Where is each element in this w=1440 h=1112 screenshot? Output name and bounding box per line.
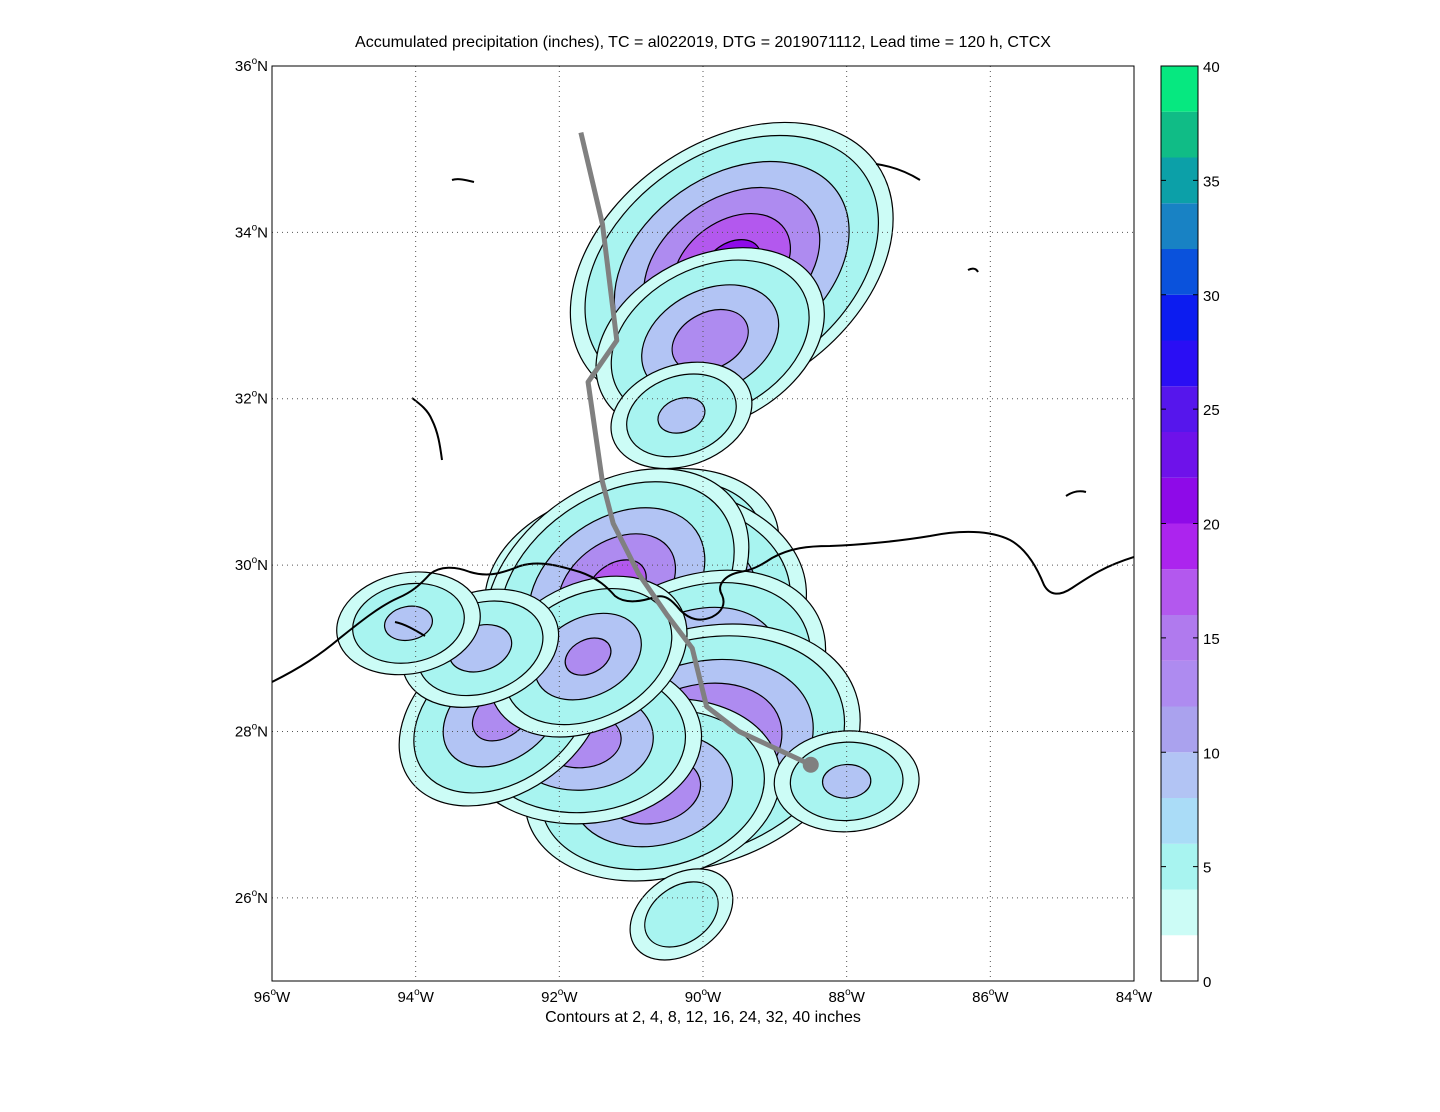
longitude-tick-label: 84oW <box>1116 987 1153 1006</box>
precip-contour <box>671 308 749 373</box>
precip-cell <box>629 868 734 961</box>
longitude-tick-label: 92oW <box>541 987 578 1006</box>
latitude-tick-labels: 26oN 28oN 30oN 32oN 34oN 36oN <box>235 56 268 907</box>
colorbar-tick-label: 10 <box>1203 745 1220 762</box>
latitude-tick-label: 28oN <box>235 721 268 740</box>
colorbar-band <box>1161 157 1198 204</box>
colorbar-band <box>1161 843 1198 890</box>
longitude-tick-labels: 96oW 94oW 92oW 90oW 88oW 86oW 84oW <box>254 987 1153 1006</box>
colorbar-tick-label: 35 <box>1203 173 1220 190</box>
latitude-tick-label: 36oN <box>235 56 268 75</box>
longitude-tick-label: 96oW <box>254 987 291 1006</box>
colorbar-band <box>1161 935 1198 981</box>
colorbar-band <box>1161 432 1198 478</box>
colorbar-band <box>1161 523 1198 570</box>
longitude-tick-label: 86oW <box>972 987 1009 1006</box>
storm-track <box>578 131 819 773</box>
colorbar-band <box>1161 889 1198 936</box>
colorbar-band <box>1161 66 1198 112</box>
colorbar-tick-label: 30 <box>1203 288 1220 305</box>
colorbar-band <box>1161 752 1198 798</box>
coastline <box>272 163 1134 683</box>
precip-contour <box>644 881 719 948</box>
precip-cell <box>336 571 481 676</box>
map-frame <box>271 65 1135 982</box>
colorbar-tick-label: 0 <box>1203 974 1211 991</box>
colorbar-band <box>1161 615 1198 661</box>
colorbar-tick-label: 15 <box>1203 631 1220 648</box>
colorbar-tick-label: 5 <box>1203 860 1211 877</box>
figure-title: Accumulated precipitation (inches), TC =… <box>355 34 1051 51</box>
precip-cell <box>610 361 753 470</box>
colorbar-band <box>1161 660 1198 707</box>
colorbar-band <box>1161 111 1198 158</box>
precip-cell <box>595 247 825 434</box>
colorbar-band <box>1161 569 1198 615</box>
longitude-tick-label: 94oW <box>397 987 434 1006</box>
figure-caption: Contours at 2, 4, 8, 12, 16, 24, 32, 40 … <box>545 1009 861 1026</box>
latitude-tick-label: 26oN <box>235 888 268 907</box>
latitude-tick-label: 30oN <box>235 555 268 574</box>
precipitation-field <box>336 121 920 961</box>
colorbar-band <box>1161 340 1198 387</box>
colorbar-band <box>1161 294 1198 341</box>
latitude-tick-label: 34oN <box>235 222 268 241</box>
colorbar-tick-label: 25 <box>1203 402 1220 419</box>
precip-contour <box>383 605 434 642</box>
colorbar-band <box>1161 477 1198 524</box>
latitude-tick-label: 32oN <box>235 389 268 408</box>
colorbar-band <box>1161 203 1198 249</box>
longitude-tick-label: 90oW <box>685 987 722 1006</box>
colorbar-band <box>1161 706 1198 753</box>
track-line <box>578 131 812 767</box>
track-start-point <box>802 756 819 773</box>
precip-contour <box>564 637 612 676</box>
longitude-tick-label: 88oW <box>828 987 865 1006</box>
colorbar-tick-label: 20 <box>1203 517 1220 534</box>
colorbar: 0 5 10 15 20 25 30 35 40 <box>1160 59 1220 991</box>
colorbar-band <box>1161 249 1198 295</box>
colorbar-band <box>1161 798 1198 844</box>
colorbar-tick-label: 40 <box>1203 59 1220 76</box>
colorbar-band <box>1161 386 1198 432</box>
precip-contour <box>657 397 706 434</box>
